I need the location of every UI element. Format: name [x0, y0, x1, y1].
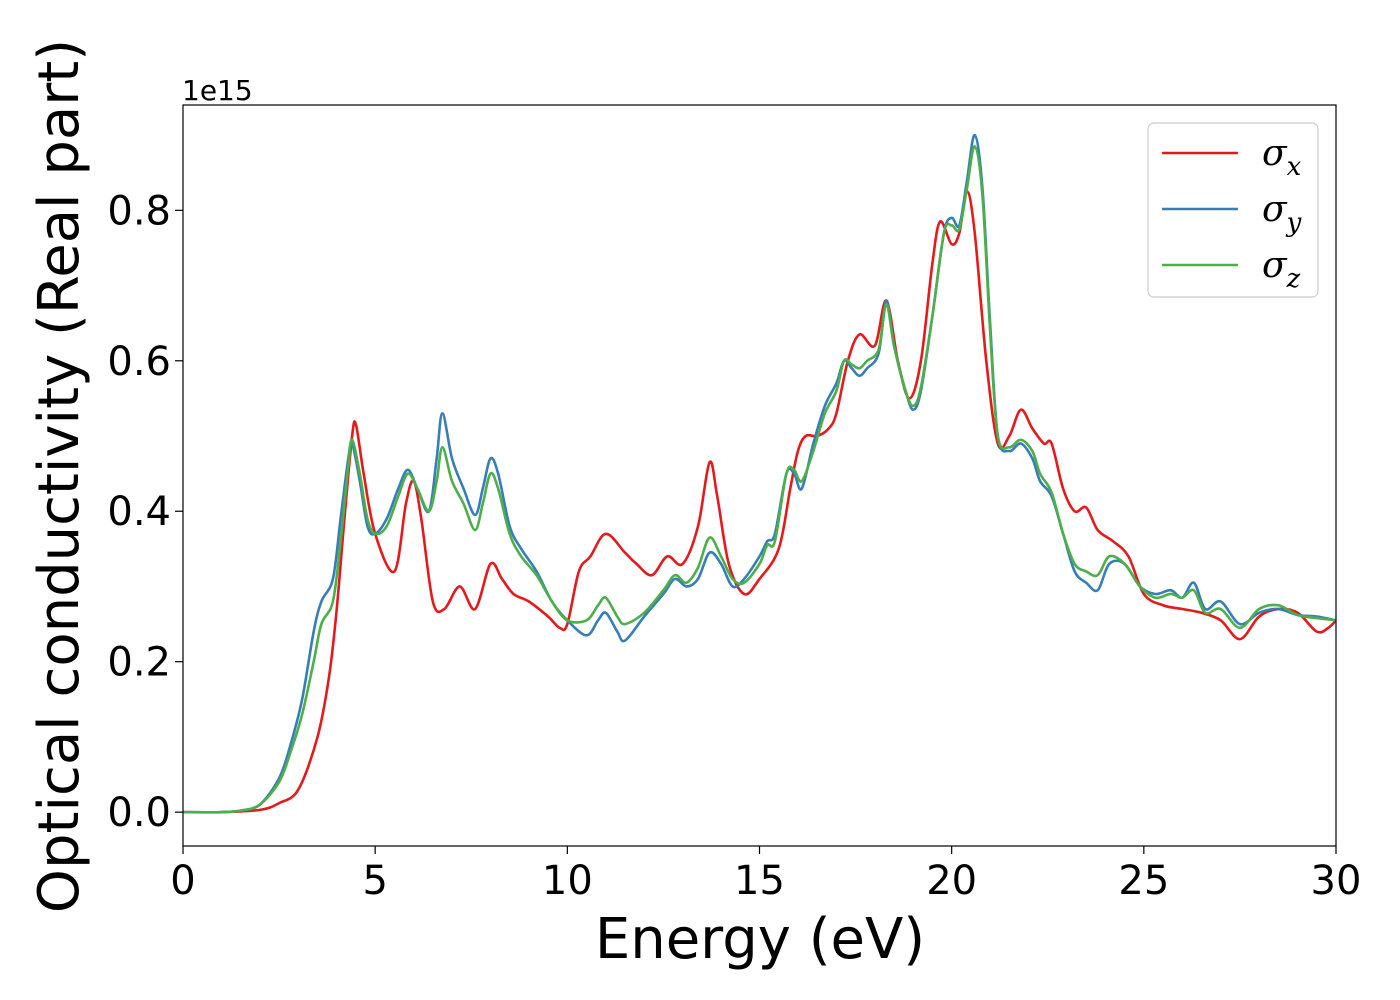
y-tick-label: 0.0: [107, 790, 171, 836]
x-tick-label: 20: [926, 858, 977, 904]
y-tick-label: 0.2: [107, 640, 171, 686]
y-axis-label: Optical conductivity (Real part): [27, 39, 92, 913]
legend-subscript: y: [1286, 208, 1302, 238]
x-tick-label: 0: [170, 858, 195, 904]
series-line-x: [183, 190, 1336, 814]
legend-symbol: σ: [1262, 189, 1288, 230]
x-tick-label: 15: [734, 858, 785, 904]
x-axis-label: Energy (eV): [595, 907, 925, 972]
legend-entry-y: σy: [1262, 189, 1302, 238]
x-tick-label: 30: [1311, 858, 1362, 904]
series-line-z: [183, 145, 1336, 814]
legend-symbol: σ: [1262, 133, 1288, 174]
x-tick-label: 25: [1118, 858, 1169, 904]
y-tick-label: 0.8: [107, 188, 171, 234]
legend-symbol: σ: [1262, 245, 1288, 286]
legend-entry-z: σz: [1262, 245, 1301, 294]
plot-lines: [183, 133, 1336, 814]
x-tick-label: 10: [542, 858, 593, 904]
legend-entry-x: σx: [1262, 133, 1302, 182]
x-axis-ticks: 0 5 10 15 20 25 30: [170, 846, 1361, 904]
series-line-y: [183, 133, 1336, 814]
y-tick-label: 0.4: [107, 489, 171, 535]
x-tick-label: 5: [362, 858, 387, 904]
y-axis-ticks: 0.0 0.2 0.4 0.6 0.8: [107, 188, 183, 836]
y-offset-label: 1e15: [182, 74, 253, 107]
y-tick-label: 0.6: [107, 339, 171, 385]
legend-subscript: x: [1287, 152, 1302, 182]
legend-subscript: z: [1286, 264, 1301, 294]
